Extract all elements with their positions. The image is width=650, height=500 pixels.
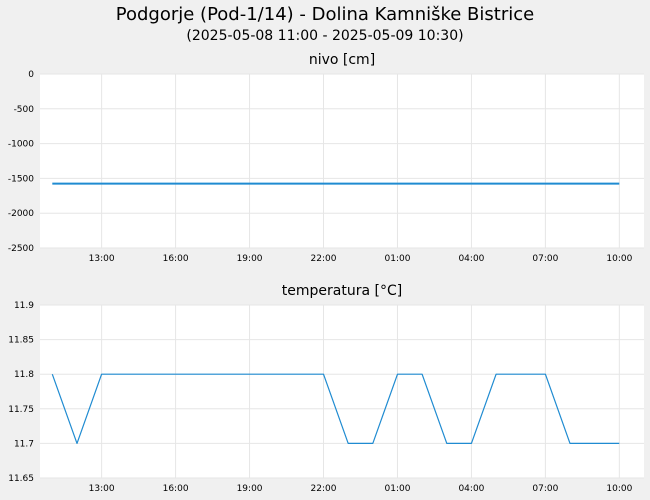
y-tick-label: 11.8 <box>14 370 34 380</box>
x-tick-label: 13:00 <box>89 484 115 494</box>
y-tick-label: 11.7 <box>14 439 34 449</box>
x-tick-label: 01:00 <box>385 254 411 264</box>
y-tick-label: -500 <box>14 105 35 115</box>
x-tick-label: 19:00 <box>237 254 263 264</box>
y-tick-label: 11.65 <box>8 474 34 484</box>
x-tick-label: 16:00 <box>163 484 189 494</box>
panel-title: nivo [cm] <box>309 52 375 68</box>
x-tick-label: 07:00 <box>532 254 558 264</box>
y-tick-label: -2500 <box>8 244 34 254</box>
y-tick-label: -1500 <box>8 174 34 184</box>
y-tick-label: 11.75 <box>8 405 34 415</box>
y-tick-label: -2000 <box>8 209 34 219</box>
plot-area <box>40 305 644 478</box>
chart-subtitle: (2025-05-08 11:00 - 2025-05-09 10:30) <box>186 28 463 44</box>
x-tick-label: 13:00 <box>89 254 115 264</box>
chart-panels: nivo [cm] 0 -500 -1000 -1500 -2000 -2500 13:00 1… <box>8 52 644 494</box>
chart-title: Podgorje (Pod-1/14) - Dolina Kamniške Bi… <box>116 4 534 25</box>
x-tick-label: 16:00 <box>163 254 189 264</box>
x-tick-label: 04:00 <box>458 254 484 264</box>
x-tick-label: 04:00 <box>458 484 484 494</box>
chart-panel-0: nivo [cm] 0 -500 -1000 -1500 -2000 -2500 13:00 1… <box>8 52 644 264</box>
x-tick-label: 19:00 <box>237 484 263 494</box>
x-tick-label: 07:00 <box>532 484 558 494</box>
series-line <box>51 373 620 444</box>
x-tick-label: 22:00 <box>311 484 337 494</box>
panel-title: temperatura [°C] <box>282 283 402 299</box>
chart-panel-1: temperatura [°C] 11.9 11.85 11.8 11.75 11.7 11… <box>8 283 644 494</box>
plot-area <box>40 74 644 248</box>
x-tick-label: 01:00 <box>385 484 411 494</box>
y-tick-label: 11.85 <box>8 336 34 346</box>
y-tick-label: 11.9 <box>14 301 34 311</box>
x-tick-label: 22:00 <box>311 254 337 264</box>
y-tick-label: 0 <box>28 70 34 80</box>
x-tick-label: 10:00 <box>606 254 632 264</box>
y-tick-label: -1000 <box>8 140 34 150</box>
x-tick-label: 10:00 <box>606 484 632 494</box>
